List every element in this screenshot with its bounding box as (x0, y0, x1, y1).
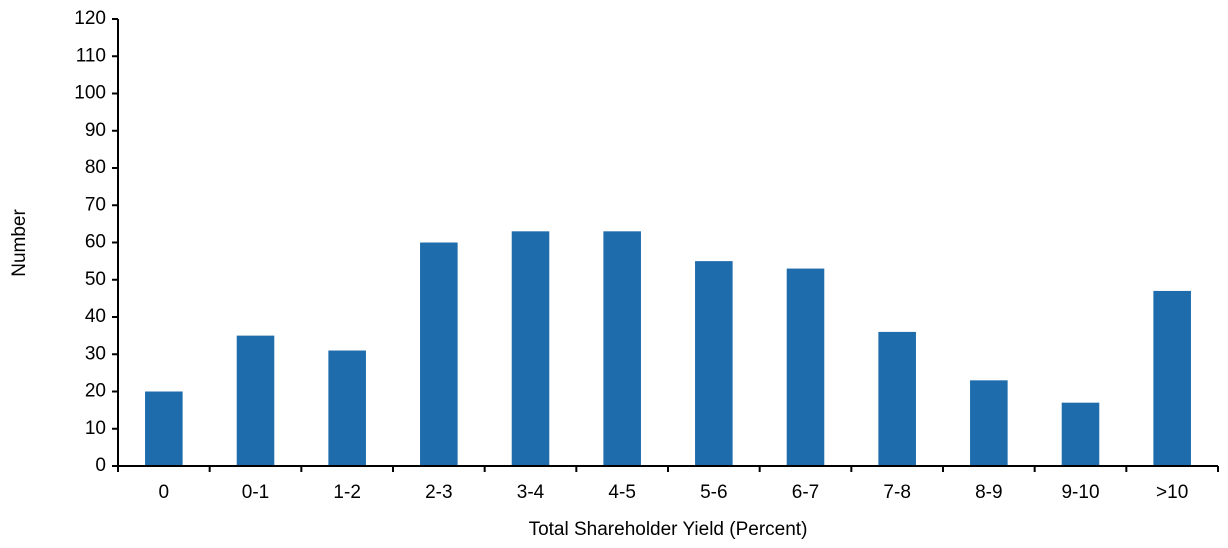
bar (786, 268, 825, 466)
y-tick-label: 90 (85, 120, 106, 141)
bar (145, 391, 183, 466)
bar (328, 350, 366, 466)
x-tick-label: 9-10 (1061, 482, 1099, 503)
x-axis-label: Total Shareholder Yield (Percent) (529, 519, 808, 540)
x-tick-label: 2-3 (425, 482, 452, 503)
x-tick-label: 0 (159, 482, 170, 503)
y-tick-label: 80 (85, 157, 106, 178)
y-tick-label: 40 (85, 306, 106, 327)
x-tick-label: 5-6 (700, 482, 727, 503)
x-tick-label: 1-2 (333, 482, 360, 503)
x-tick-label: 6-7 (792, 482, 819, 503)
x-tick-label: 3-4 (517, 482, 545, 503)
x-tick-label: >10 (1156, 482, 1188, 503)
x-tick-label: 8-9 (975, 482, 1002, 503)
y-tick-label: 50 (85, 269, 106, 290)
y-tick-label: 30 (85, 343, 106, 364)
y-tick-label: 60 (85, 232, 106, 253)
bar (420, 242, 458, 466)
bar (1153, 290, 1191, 466)
y-tick-label: 110 (76, 45, 106, 66)
bar (878, 331, 916, 466)
y-tick-label: 10 (85, 418, 106, 439)
y-tick-label: 20 (85, 381, 106, 402)
bar (603, 231, 641, 466)
bar (970, 380, 1008, 466)
x-tick-label: 0-1 (242, 482, 269, 503)
y-tick-label: 120 (74, 8, 106, 29)
bar (695, 261, 733, 466)
x-tick-label: 7-8 (883, 482, 910, 503)
y-tick-label: 70 (85, 194, 106, 215)
bar (511, 231, 550, 466)
bar (236, 335, 275, 466)
x-tick-label: 4-5 (608, 482, 635, 503)
bar (1061, 402, 1100, 466)
y-tick-label: 0 (95, 455, 106, 476)
y-tick-label: 100 (74, 83, 106, 104)
y-axis-label: Number (9, 209, 30, 277)
